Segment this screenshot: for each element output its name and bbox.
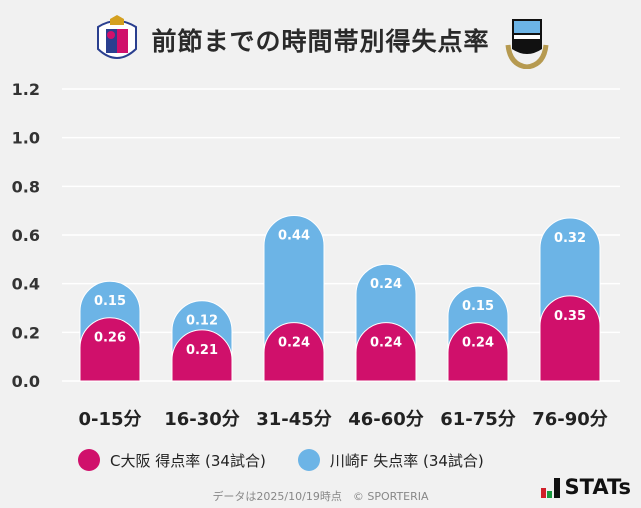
- data-label-home: 0.35: [554, 309, 586, 324]
- bar-chart: 0.0 0.2 0.4 0.6 0.8 1.0 1.2 0.26 0.15 0-15分 0.21 0.…: [12, 80, 620, 430]
- chart-title: 前節までの時間帯別得失点率: [151, 27, 490, 56]
- y-tick-label: 0.8: [12, 177, 40, 196]
- data-label-home: 0.21: [186, 343, 218, 358]
- bar-home: [79, 317, 141, 382]
- data-label-home: 0.24: [462, 336, 494, 351]
- y-tick-label: 0.2: [12, 323, 40, 342]
- bar-home: [263, 322, 325, 382]
- data-label-away: 0.15: [94, 294, 126, 309]
- data-label-away: 0.32: [554, 231, 586, 246]
- legend-item-home: C大阪 得点率 (34試合): [78, 449, 266, 471]
- cerezo-osaka-logo: [97, 15, 137, 59]
- legend-label-away: 川崎F 失点率 (34試合): [329, 451, 484, 470]
- data-label-away: 0.15: [462, 299, 494, 314]
- x-tick-label: 31-45分: [256, 409, 332, 430]
- legend-label-home: C大阪 得点率 (34試合): [110, 451, 266, 470]
- stats-logo-icon: [540, 478, 560, 498]
- y-tick-label: 0.0: [12, 372, 40, 391]
- legend-swatch-away: [297, 449, 320, 471]
- kawasaki-frontale-logo: [505, 19, 549, 69]
- y-tick-label: 0.4: [12, 275, 40, 294]
- legend: C大阪 得点率 (34試合) 川崎F 失点率 (34試合): [78, 449, 484, 471]
- data-label-away: 0.12: [186, 314, 218, 329]
- bar-home: [171, 329, 233, 382]
- x-tick-label: 76-90分: [532, 409, 608, 430]
- stats-brand: STATs: [540, 475, 631, 499]
- footer-note: データは2025/10/19時点 © SPORTERIA: [212, 490, 429, 503]
- x-tick-label: 61-75分: [440, 409, 516, 430]
- stats-brand-text: STATs: [564, 475, 631, 499]
- x-tick-label: 0-15分: [78, 409, 141, 430]
- bar-home: [539, 295, 601, 382]
- legend-swatch-home: [78, 449, 100, 471]
- bar-home: [447, 322, 509, 382]
- data-label-away: 0.44: [278, 229, 310, 244]
- x-tick-label: 46-60分: [348, 409, 424, 430]
- y-tick-label: 1.2: [12, 80, 40, 99]
- data-label-away: 0.24: [370, 277, 402, 292]
- legend-item-away: 川崎F 失点率 (34試合): [297, 449, 484, 471]
- y-tick-label: 0.6: [12, 226, 40, 245]
- bar-home: [355, 322, 417, 382]
- data-label-home: 0.26: [94, 331, 126, 346]
- data-label-home: 0.24: [370, 336, 402, 351]
- data-label-home: 0.24: [278, 336, 310, 351]
- y-tick-label: 1.0: [12, 129, 40, 148]
- x-tick-label: 16-30分: [164, 409, 240, 430]
